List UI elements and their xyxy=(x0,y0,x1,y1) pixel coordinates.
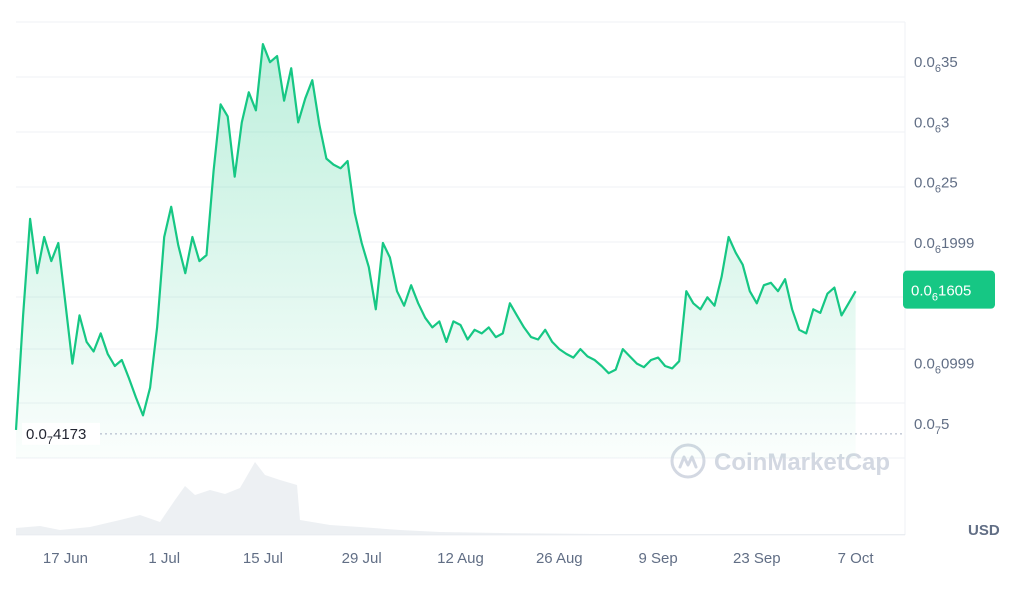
y-tick-label-5: 0.0635 xyxy=(914,54,958,75)
x-tick-label-1: 1 Jul xyxy=(148,550,180,567)
x-tick-label-4: 12 Aug xyxy=(437,550,484,567)
x-tick-label-2: 15 Jul xyxy=(243,550,283,567)
x-tick-label-0: 17 Jun xyxy=(43,550,88,567)
x-tick-label-7: 23 Sep xyxy=(733,550,781,567)
price-area xyxy=(16,44,856,458)
y-tick-label-3: 0.0625 xyxy=(914,175,958,196)
y-tick-label-1: 0.060999 xyxy=(914,356,974,377)
currency-label: USD xyxy=(968,522,1000,539)
y-tick-label-4: 0.063 xyxy=(914,114,949,135)
y-axis: 0.075 0.060999 0.061999 0.0625 0.063 0.0635 xyxy=(914,54,974,437)
y-tick-label-2: 0.061999 xyxy=(914,235,974,256)
x-axis: 17 Jun 1 Jul 15 Jul 29 Jul 12 Aug 26 Aug 9 Sep… xyxy=(43,550,874,567)
x-tick-label-8: 7 Oct xyxy=(838,550,875,567)
y-tick-label-0: 0.075 xyxy=(914,416,949,437)
price-area-fill xyxy=(16,44,856,458)
x-tick-label-3: 29 Jul xyxy=(342,550,382,567)
current-price-tag[interactable]: 0.061605 xyxy=(903,271,995,309)
x-tick-label-5: 26 Aug xyxy=(536,550,583,567)
x-tick-label-6: 9 Sep xyxy=(638,550,677,567)
